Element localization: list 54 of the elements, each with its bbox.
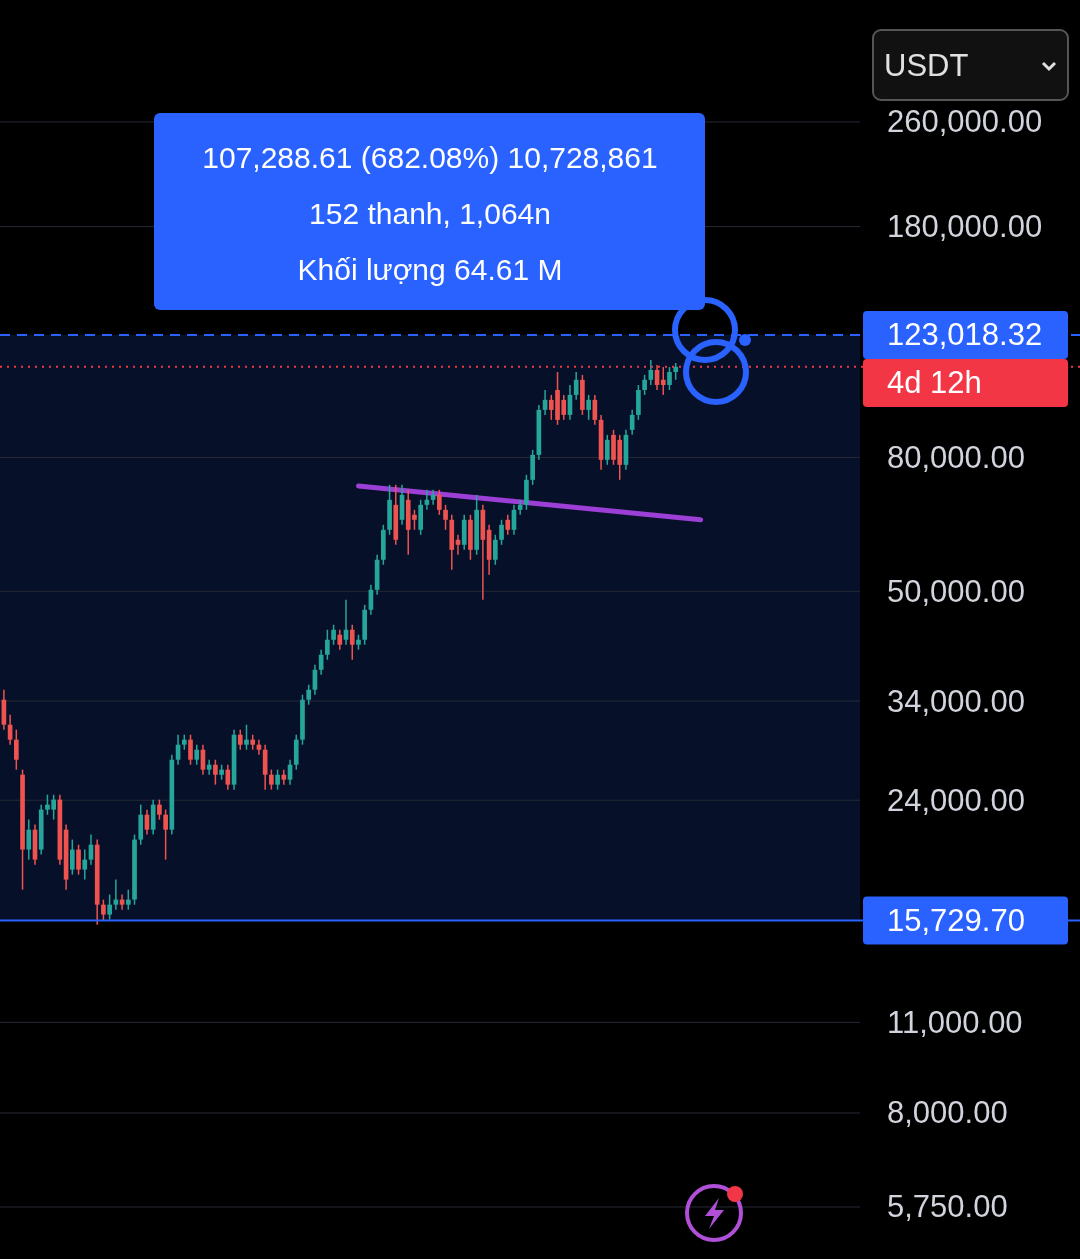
- annotation: Khối lượng 64.61 M: [297, 252, 563, 286]
- y-tick-label: 24,000.00: [887, 782, 1025, 818]
- candlestick: [349, 624, 355, 661]
- ref-line-label: 123,018.32: [887, 317, 1043, 353]
- y-tick-label: 34,000.00: [887, 683, 1025, 719]
- candlestick: [157, 798, 162, 821]
- candlestick: [244, 723, 249, 751]
- candlestick: [648, 359, 654, 386]
- y-tick-label: 8,000.00: [887, 1095, 1008, 1131]
- ref-line-label: 4d 12h: [887, 365, 982, 401]
- y-tick-label: 50,000.00: [887, 573, 1025, 609]
- candlestick: [107, 893, 112, 921]
- candlestick: [437, 489, 442, 516]
- candlestick: [604, 434, 610, 466]
- text: USDT: [884, 47, 969, 83]
- candlestick: [586, 394, 591, 421]
- candlestick: [306, 683, 312, 706]
- annotation: 152 thanh, 1,064n: [309, 196, 551, 230]
- candlestick: [188, 733, 193, 766]
- candlestick: [667, 366, 672, 391]
- candlestick: [337, 628, 343, 651]
- candlestick: [163, 808, 168, 861]
- candlestick: [443, 504, 448, 531]
- candlestick: [281, 768, 287, 786]
- candlestick: [642, 374, 647, 396]
- candlestick: [14, 728, 19, 771]
- candlestick: [69, 838, 75, 876]
- candlestick: [101, 898, 106, 922]
- candlestick: [275, 768, 280, 791]
- candlestick: [660, 366, 666, 396]
- y-tick-label: 11,000.00: [887, 1004, 1023, 1040]
- candlestick: [206, 758, 212, 776]
- annotation: 107,288.61 (682.08%) 10,728,861: [202, 140, 658, 174]
- candlestick: [225, 763, 231, 791]
- y-tick-label: 80,000.00: [887, 439, 1025, 475]
- y-tick-label: 5,750.00: [887, 1189, 1008, 1225]
- candlestick: [573, 371, 579, 401]
- candlestick: [82, 848, 88, 881]
- y-tick-label: 180,000.00: [887, 209, 1043, 245]
- candlestick: [499, 519, 504, 546]
- candlestick: [213, 758, 218, 786]
- candlestick: [492, 534, 498, 566]
- candlestick: [629, 409, 635, 436]
- candlestick: [76, 843, 81, 876]
- candlestick: [325, 628, 330, 661]
- candlestick: [194, 743, 200, 766]
- y-tick-label: 260,000.00: [887, 104, 1043, 140]
- candlestick: [26, 818, 32, 861]
- candlestick: [125, 888, 131, 911]
- candlestick: [505, 514, 511, 536]
- candlestick: [331, 624, 336, 646]
- candlestick: [237, 728, 243, 751]
- candlestick: [269, 768, 274, 791]
- ref-line-label: 15,729.70: [887, 903, 1025, 938]
